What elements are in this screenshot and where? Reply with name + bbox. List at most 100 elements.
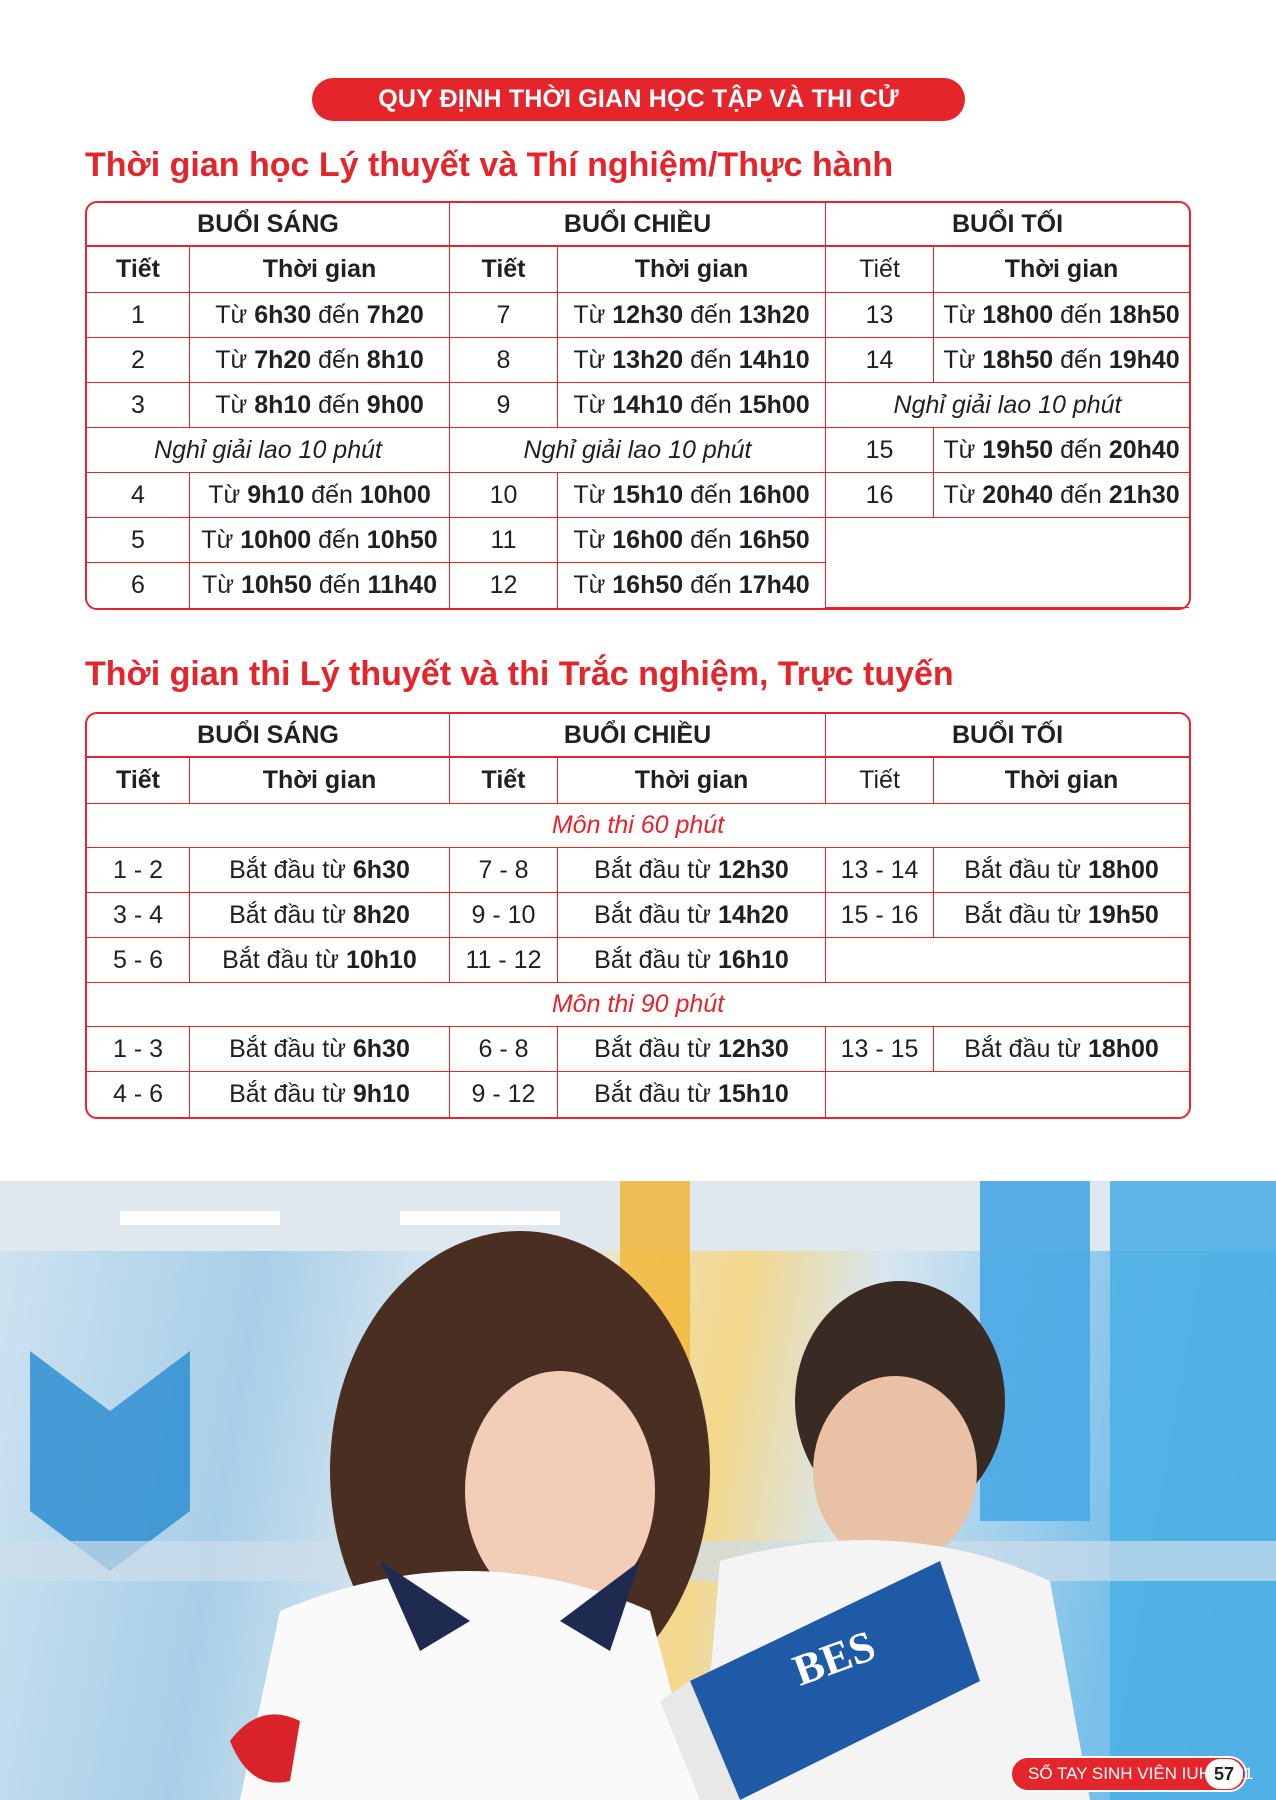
time-cell: Bắt đầu từ 15h10 — [558, 1072, 827, 1117]
students-photo: BES — [0, 1181, 1276, 1800]
session-morning: BUỔI SÁNG — [87, 203, 450, 247]
empty-cell — [826, 1072, 1189, 1117]
table-row: 1 - 3 Bắt đầu từ 6h30 6 - 8 Bắt đầu từ 1… — [87, 1027, 1190, 1072]
table-row: 3 Từ 8h10 đến 9h00 9 Từ 14h10 đến 15h00 … — [87, 383, 1190, 428]
time-cell: Từ 16h50 đến 17h40 — [558, 563, 827, 608]
table-row: 5 Từ 10h00 đến 10h50 11 Từ 16h00 đến 16h… — [87, 518, 1190, 608]
time-cell: Từ 18h00 đến 18h50 — [934, 293, 1190, 338]
time-cell: Từ 9h10 đến 10h00 — [190, 473, 450, 518]
time-cell: Bắt đầu từ 12h30 — [558, 848, 827, 893]
time-cell: Bắt đầu từ 12h30 — [558, 1027, 827, 1072]
period-cell: 12 — [450, 563, 558, 608]
session-morning: BUỔI SÁNG — [87, 714, 450, 758]
period-cell: 4 — [87, 473, 190, 518]
time-cell: Từ 16h00 đến 16h50 — [558, 518, 827, 563]
time-cell: Bắt đầu từ 18h00 — [934, 848, 1190, 893]
col-header-period: Tiết — [87, 758, 190, 804]
col-header-time: Thời gian — [558, 247, 827, 293]
time-cell: Bắt đầu từ 6h30 — [190, 848, 450, 893]
study-schedule-table: BUỔI SÁNG BUỔI CHIỀU BUỔI TỐI Tiết Thời … — [85, 201, 1192, 610]
empty-cell — [826, 518, 1190, 608]
col-header-time: Thời gian — [190, 247, 450, 293]
time-cell: Từ 19h50 đến 20h40 — [934, 428, 1190, 473]
period-cell: 14 — [826, 338, 935, 383]
session-afternoon: BUỔI CHIỀU — [450, 714, 827, 758]
session-evening: BUỔI TỐI — [826, 203, 1190, 247]
time-cell: Bắt đầu từ 14h20 — [558, 893, 827, 938]
col-header-period: Tiết — [826, 758, 935, 804]
period-cell: 13 - 14 — [826, 848, 935, 893]
period-cell: 3 - 4 — [87, 893, 190, 938]
period-cell: 9 - 10 — [450, 893, 558, 938]
col-header-time: Thời gian — [934, 247, 1190, 293]
table-row: 6 Từ 10h50 đến 11h40 12 Từ 16h50 đến 17h… — [87, 563, 1189, 608]
col-header-time: Thời gian — [934, 758, 1190, 804]
time-cell: Từ 15h10 đến 16h00 — [558, 473, 827, 518]
time-cell: Từ 6h30 đến 7h20 — [190, 293, 450, 338]
time-cell: Bắt đầu từ 16h10 — [558, 938, 827, 983]
period-cell: 8 — [450, 338, 558, 383]
exam-category-60: Môn thi 60 phút — [87, 804, 1190, 848]
period-cell: 7 — [450, 293, 558, 338]
col-header-period: Tiết — [87, 247, 190, 293]
col-header-period: Tiết — [450, 247, 558, 293]
table-row: 5 - 6 Bắt đầu từ 10h10 11 - 12 Bắt đầu t… — [87, 938, 1190, 983]
time-cell: Từ 18h50 đến 19h40 — [934, 338, 1190, 383]
table-row: 2 Từ 7h20 đến 8h10 8 Từ 13h20 đến 14h10 … — [87, 338, 1190, 383]
col-header-time: Thời gian — [558, 758, 827, 804]
students-illustration: BES — [0, 1181, 1276, 1800]
period-cell: 10 — [450, 473, 558, 518]
time-cell: Bắt đầu từ 8h20 — [190, 893, 450, 938]
period-cell: 7 - 8 — [450, 848, 558, 893]
break-note-afternoon: Nghỉ giải lao 10 phút — [450, 428, 827, 473]
time-cell: Từ 7h20 đến 8h10 — [190, 338, 450, 383]
footer-label: SỔ TAY SINH VIÊN IUH 2021 — [1028, 1764, 1254, 1783]
col-header-time: Thời gian — [190, 758, 450, 804]
page-banner: QUY ĐỊNH THỜI GIAN HỌC TẬP VÀ THI CỬ — [312, 78, 965, 121]
time-cell: Bắt đầu từ 19h50 — [934, 893, 1190, 938]
time-cell: Từ 12h30 đến 13h20 — [558, 293, 827, 338]
table-row: 3 - 4 Bắt đầu từ 8h20 9 - 10 Bắt đầu từ … — [87, 893, 1190, 938]
table-row: 1 - 2 Bắt đầu từ 6h30 7 - 8 Bắt đầu từ 1… — [87, 848, 1190, 893]
table-row: Nghỉ giải lao 10 phút Nghỉ giải lao 10 p… — [87, 428, 1190, 473]
footer-badge: SỔ TAY SINH VIÊN IUH 2021 57 — [1010, 1756, 1254, 1792]
period-cell: 1 - 2 — [87, 848, 190, 893]
period-cell: 9 — [450, 383, 558, 428]
period-cell: 13 — [826, 293, 935, 338]
period-cell: 3 — [87, 383, 190, 428]
time-cell: Bắt đầu từ 9h10 — [190, 1072, 450, 1117]
period-cell: 1 — [87, 293, 190, 338]
time-cell: Bắt đầu từ 6h30 — [190, 1027, 450, 1072]
period-cell: 6 — [87, 563, 190, 608]
period-cell: 15 - 16 — [826, 893, 935, 938]
table-row: 4 - 6 Bắt đầu từ 9h10 9 - 12 Bắt đầu từ … — [87, 1072, 1189, 1117]
time-cell: Từ 10h50 đến 11h40 — [190, 563, 450, 608]
period-cell: 13 - 15 — [826, 1027, 935, 1072]
session-afternoon: BUỔI CHIỀU — [450, 203, 827, 247]
exam-category-90: Môn thi 90 phút — [87, 983, 1190, 1027]
period-cell: 1 - 3 — [87, 1027, 190, 1072]
exam-schedule-table: BUỔI SÁNG BUỔI CHIỀU BUỔI TỐI Tiết Thời … — [85, 712, 1192, 1119]
col-header-period: Tiết — [826, 247, 935, 293]
time-cell: Bắt đầu từ 18h00 — [934, 1027, 1190, 1072]
time-cell: Từ 20h40 đến 21h30 — [934, 473, 1190, 518]
empty-cell — [826, 938, 1190, 983]
period-cell: 11 - 12 — [450, 938, 558, 983]
table-row: 1 Từ 6h30 đến 7h20 7 Từ 12h30 đến 13h20 … — [87, 293, 1190, 338]
time-cell: Từ 14h10 đến 15h00 — [558, 383, 827, 428]
period-cell: 9 - 12 — [450, 1072, 558, 1117]
col-header-period: Tiết — [450, 758, 558, 804]
period-cell: 6 - 8 — [450, 1027, 558, 1072]
table-row: 4 Từ 9h10 đến 10h00 10 Từ 15h10 đến 16h0… — [87, 473, 1190, 518]
time-cell: Bắt đầu từ 10h10 — [190, 938, 450, 983]
session-evening: BUỔI TỐI — [826, 714, 1190, 758]
period-cell: 4 - 6 — [87, 1072, 190, 1117]
period-cell: 5 - 6 — [87, 938, 190, 983]
time-cell: Từ 8h10 đến 9h00 — [190, 383, 450, 428]
time-cell: Từ 10h00 đến 10h50 — [190, 518, 450, 563]
time-cell: Từ 13h20 đến 14h10 — [558, 338, 827, 383]
period-cell: 2 — [87, 338, 190, 383]
period-cell: 11 — [450, 518, 558, 563]
section-title-study-times: Thời gian học Lý thuyết và Thí nghiệm/Th… — [85, 146, 894, 184]
period-cell: 16 — [826, 473, 935, 518]
